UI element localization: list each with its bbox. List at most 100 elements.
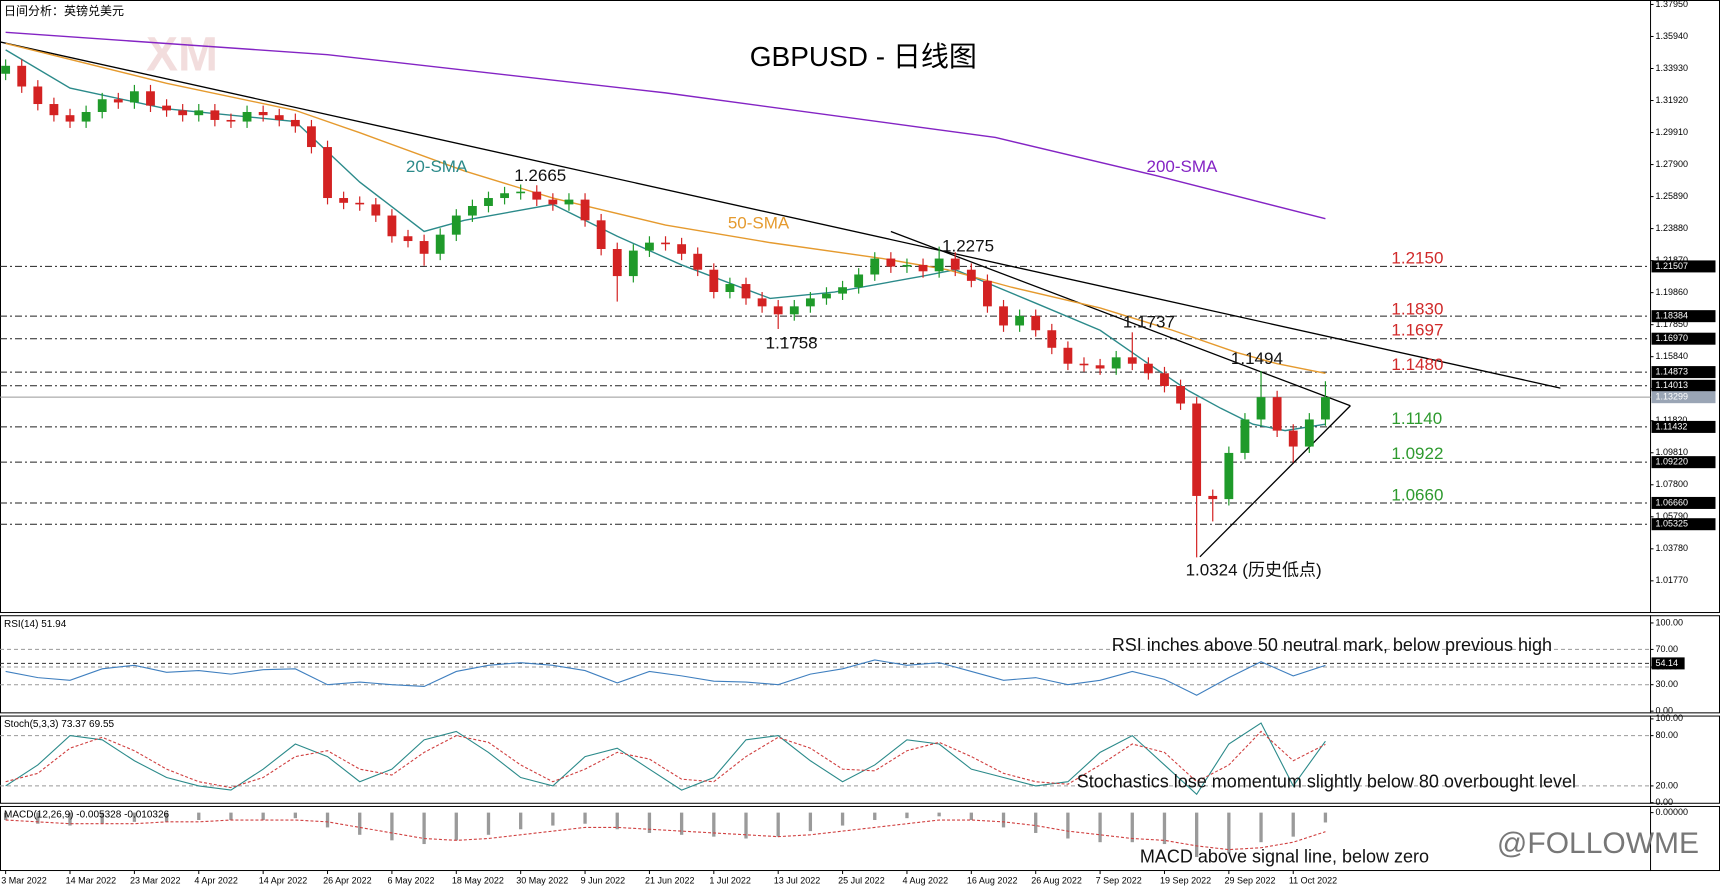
candle-body (1272, 397, 1282, 431)
candle-body (65, 115, 75, 122)
level-box-label: 1.21507 (1656, 261, 1689, 271)
level-note: 1.1830 (1391, 299, 1443, 318)
candle-body (822, 293, 831, 299)
candle-body (1208, 495, 1218, 500)
level-note: 1.1140 (1391, 409, 1442, 428)
indicator-line (5, 659, 1326, 696)
candle-body (1111, 357, 1121, 369)
candle-body (1240, 419, 1250, 453)
x-tick-label: 11 Oct 2022 (1289, 875, 1337, 885)
candle-body (146, 91, 155, 106)
trendline (1199, 405, 1351, 558)
macd-bar (583, 812, 587, 824)
candle-body (628, 250, 638, 277)
macd-bar (454, 812, 458, 841)
candle-body (1127, 357, 1137, 364)
candle-body (789, 306, 799, 315)
x-tick-label: 23 Mar 2022 (130, 875, 181, 885)
macd-bar (615, 812, 619, 830)
level-box-label: 1.09220 (1656, 457, 1689, 467)
macd-bar (229, 812, 233, 821)
level-note: 1.1697 (1391, 320, 1443, 339)
macd-bar (808, 812, 813, 832)
candle-body (773, 306, 783, 315)
candle-body (950, 258, 960, 270)
candle-body (902, 264, 912, 267)
panel-title: RSI(14) 51.94 (4, 619, 67, 630)
y-tick-label: 1.09810 (1656, 447, 1689, 457)
panel-note: Stochastics lose momentum slightly below… (1077, 772, 1576, 792)
y-tick-label: 0.00 (1656, 706, 1674, 716)
y-tick-label: 100.00 (1656, 617, 1684, 627)
y-tick-label: 0.00000 (1656, 807, 1689, 817)
macd-bar (36, 812, 40, 824)
macd-bar (1001, 812, 1006, 828)
level-box-label: 1.14873 (1656, 366, 1689, 376)
candle-body (339, 198, 349, 203)
x-tick-label: 3 Mar 2022 (1, 875, 47, 885)
candle-body (838, 287, 847, 294)
x-tick-label: 19 Sep 2022 (1160, 875, 1211, 885)
macd-bar (1034, 812, 1038, 833)
candle-body (661, 242, 670, 245)
header: 日间分析：英镑兑美元 (4, 3, 124, 18)
candle-body (307, 126, 316, 148)
x-tick-label: 14 Apr 2022 (259, 875, 308, 885)
candle-body (1304, 419, 1314, 447)
macd-bar (358, 812, 362, 835)
candle-body (194, 110, 204, 116)
x-tick-label: 18 May 2022 (452, 875, 504, 885)
candle-body (1079, 363, 1089, 366)
candle-body (757, 298, 767, 307)
candle-body (210, 110, 220, 120)
candle-body (725, 284, 735, 293)
candle-body (226, 119, 236, 122)
macd-bar (1291, 812, 1295, 837)
candle-body (1288, 430, 1298, 447)
y-tick-label: 100.00 (1656, 713, 1684, 723)
candle-body (693, 253, 703, 270)
macd-bar (679, 812, 684, 835)
panel-note: MACD above signal line, below zero (1140, 847, 1429, 867)
macd-bar (873, 812, 877, 821)
level-note: 1.0922 (1391, 444, 1443, 463)
x-tick-label: 16 Aug 2022 (967, 875, 1018, 885)
level-box (1651, 420, 1716, 433)
candle-body (451, 215, 461, 235)
current-price-label: 1.13299 (1656, 392, 1689, 402)
candle-body (1256, 397, 1266, 420)
candle-body (854, 274, 864, 288)
candle-body (516, 191, 526, 194)
y-tick-label: 1.19860 (1656, 287, 1689, 297)
candle-body (1160, 373, 1169, 387)
level-box (1651, 310, 1716, 323)
level-box-label: 1.18384 (1656, 311, 1689, 321)
level-box (1651, 518, 1716, 531)
candle-body (983, 280, 992, 307)
price-annotation: 1.2275 (942, 236, 994, 255)
candle-body (870, 258, 880, 275)
macd-bar (197, 812, 201, 821)
candle-body (1192, 403, 1202, 496)
candle-body (709, 269, 719, 293)
y-tick-label: 1.35940 (1656, 31, 1689, 41)
candle-body (1176, 386, 1185, 404)
x-tick-label: 6 May 2022 (388, 875, 435, 885)
candle-body (532, 191, 542, 200)
x-tick-label: 29 Sep 2022 (1224, 875, 1275, 885)
macd-bar (1162, 812, 1167, 845)
y-tick-label: 1.05790 (1656, 511, 1689, 521)
marker-label: 54.14 (1656, 658, 1679, 668)
level-box (1651, 332, 1716, 345)
candle-body (1063, 347, 1073, 364)
level-box-label: 1.16970 (1656, 333, 1689, 343)
candle-body (129, 91, 139, 103)
trendline (0, 41, 1561, 389)
marker-box (1651, 657, 1685, 670)
x-tick-label: 4 Aug 2022 (903, 875, 949, 885)
macd-bar (840, 812, 845, 826)
y-tick-label: 1.01770 (1656, 575, 1689, 585)
y-tick-label: 1.25890 (1656, 191, 1689, 201)
